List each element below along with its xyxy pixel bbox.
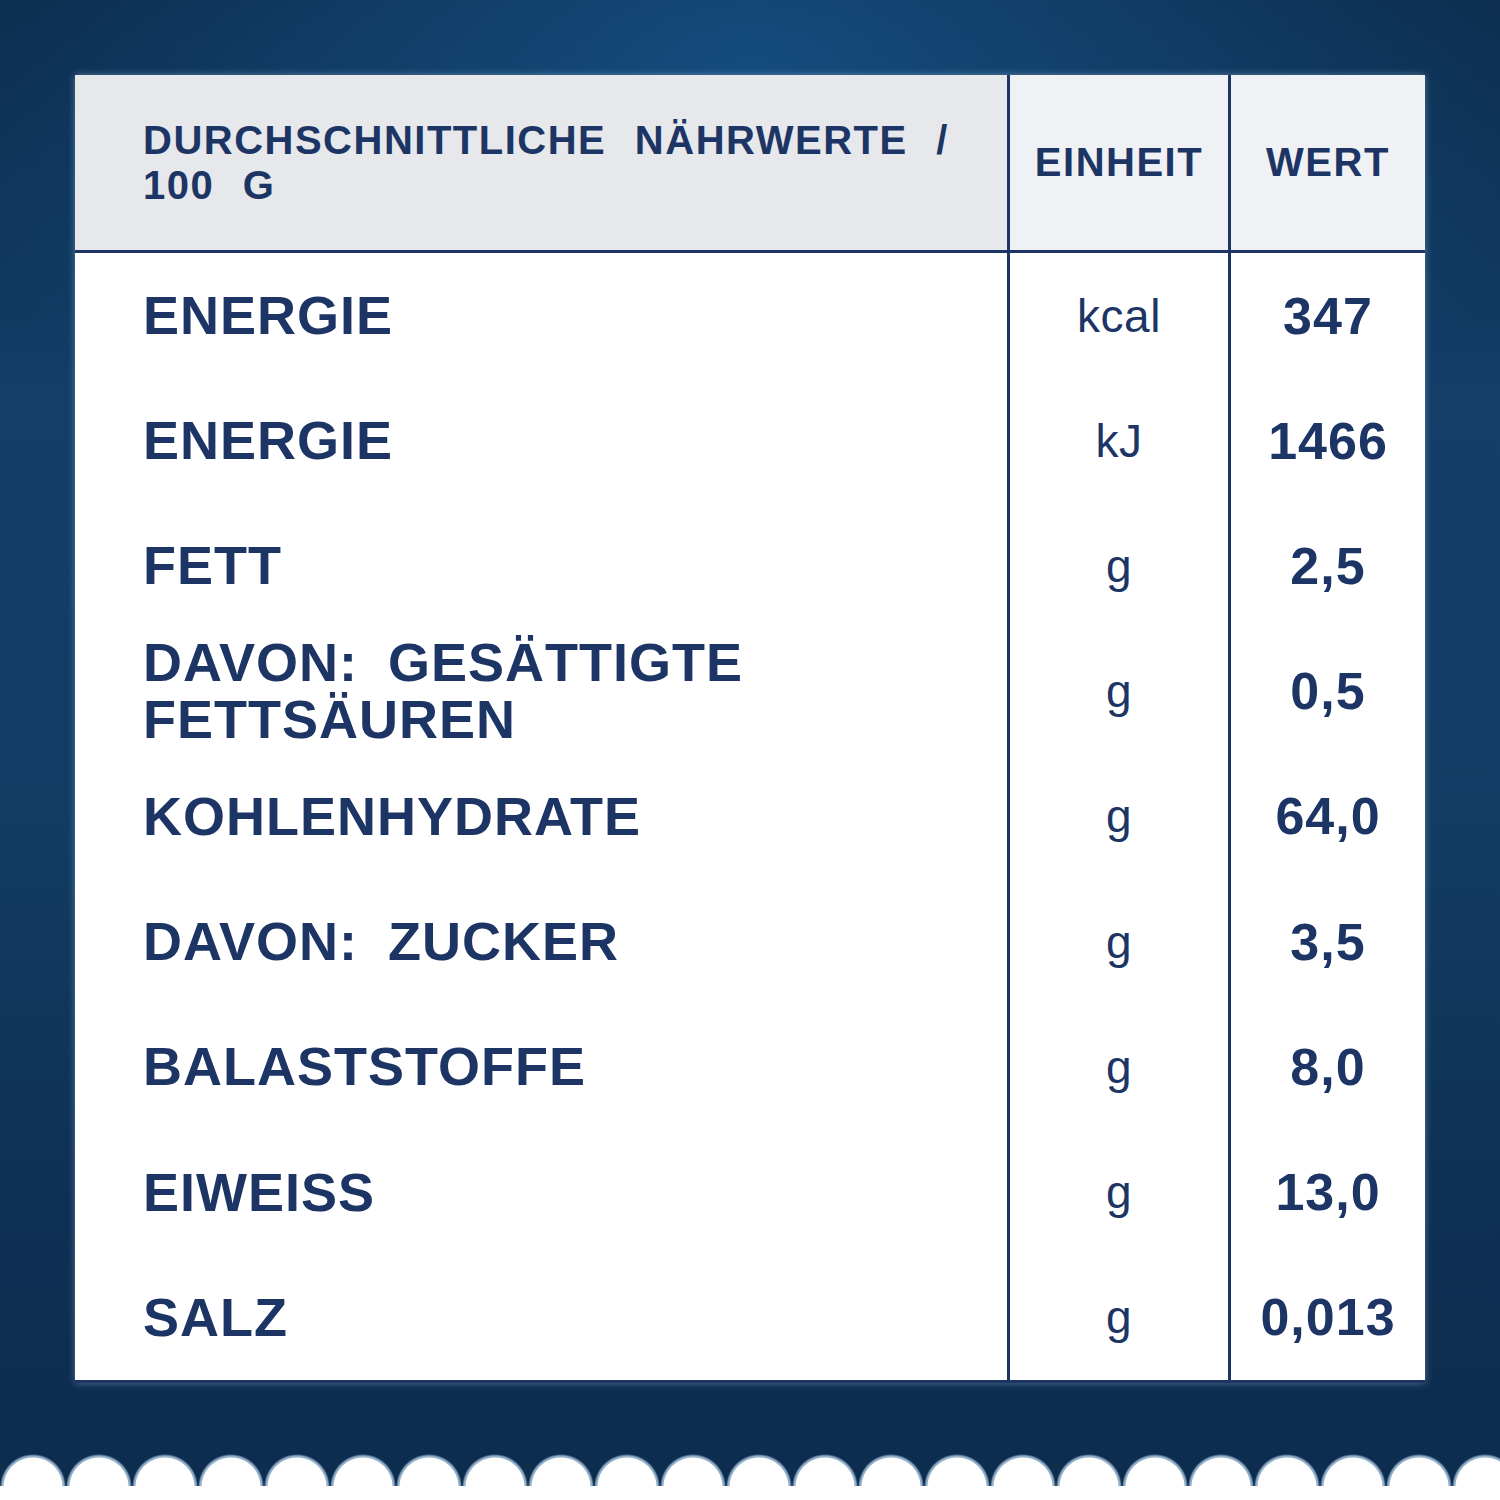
product-label-background: DURCHSCHNITTLICHE NÄHRWERTE / 100 G EINH… — [0, 0, 1500, 1500]
nutrient-unit: g — [1106, 789, 1132, 843]
nutrient-label: KOHLENHYDRATE — [143, 788, 641, 845]
nutrient-label: ENERGIE — [143, 287, 393, 344]
nutrient-label: ENERGIE — [143, 412, 393, 469]
header-einheit-label: EINHEIT — [1035, 140, 1203, 185]
header-einheit: EINHEIT — [1007, 75, 1228, 253]
nutrient-value: 347 — [1283, 286, 1373, 346]
row-fett-label-cell: FETT — [75, 503, 1007, 628]
row-eiweiss-value-cell: 13,0 — [1228, 1130, 1425, 1255]
row-gesaettigte-fettsaeuren-label-cell: DAVON: GESÄTTIGTE FETTSÄUREN — [75, 629, 1007, 754]
nutrient-label: BALASTSTOFFE — [143, 1038, 586, 1095]
nutrient-unit: g — [1106, 1165, 1132, 1219]
nutrient-unit: kJ — [1096, 414, 1143, 468]
nutrient-value: 2,5 — [1290, 536, 1365, 596]
row-energie-kcal-value-cell: 347 — [1228, 253, 1425, 378]
nutrient-label: DAVON: ZUCKER — [143, 913, 619, 970]
row-energie-kj-unit-cell: kJ — [1007, 378, 1228, 503]
header-nutrients: DURCHSCHNITTLICHE NÄHRWERTE / 100 G — [75, 75, 1007, 253]
row-energie-kcal-label-cell: ENERGIE — [75, 253, 1007, 378]
row-energie-kj-label-cell: ENERGIE — [75, 378, 1007, 503]
nutrient-unit: g — [1106, 664, 1132, 718]
nutrient-label: EIWEISS — [143, 1164, 375, 1221]
row-zucker-value-cell: 3,5 — [1228, 879, 1425, 1004]
row-eiweiss-unit-cell: g — [1007, 1130, 1228, 1255]
nutrient-value: 8,0 — [1290, 1037, 1365, 1097]
header-wert: WERT — [1228, 75, 1425, 253]
row-energie-kcal-unit-cell: kcal — [1007, 253, 1228, 378]
nutrient-label: SALZ — [143, 1289, 288, 1346]
receipt-scallop-edge — [0, 1440, 1500, 1487]
row-kohlenhydrate-value-cell: 64,0 — [1228, 754, 1425, 879]
header-nutrients-label: DURCHSCHNITTLICHE NÄHRWERTE / 100 G — [143, 118, 971, 208]
nutrient-unit: g — [1106, 1040, 1132, 1094]
nutrient-value: 1466 — [1268, 411, 1388, 471]
row-fett-value-cell: 2,5 — [1228, 503, 1425, 628]
row-energie-kj-value-cell: 1466 — [1228, 378, 1425, 503]
row-salz-label-cell: SALZ — [75, 1255, 1007, 1380]
row-eiweiss-label-cell: EIWEISS — [75, 1130, 1007, 1255]
nutrient-unit: g — [1106, 539, 1132, 593]
row-zucker-unit-cell: g — [1007, 879, 1228, 1004]
nutrient-value: 0,013 — [1260, 1287, 1395, 1347]
nutrition-table: DURCHSCHNITTLICHE NÄHRWERTE / 100 G EINH… — [75, 75, 1425, 1383]
nutrient-label: FETT — [143, 537, 282, 594]
row-zucker-label-cell: DAVON: ZUCKER — [75, 879, 1007, 1004]
row-kohlenhydrate-unit-cell: g — [1007, 754, 1228, 879]
row-balaststoffe-value-cell: 8,0 — [1228, 1004, 1425, 1129]
row-gesaettigte-fettsaeuren-unit-cell: g — [1007, 629, 1228, 754]
header-wert-label: WERT — [1266, 140, 1390, 185]
row-salz-unit-cell: g — [1007, 1255, 1228, 1380]
row-balaststoffe-unit-cell: g — [1007, 1004, 1228, 1129]
row-balaststoffe-label-cell: BALASTSTOFFE — [75, 1004, 1007, 1129]
nutrient-unit: g — [1106, 915, 1132, 969]
row-salz-value-cell: 0,013 — [1228, 1255, 1425, 1380]
nutrient-value: 13,0 — [1275, 1162, 1380, 1222]
nutrient-value: 64,0 — [1275, 786, 1380, 846]
row-kohlenhydrate-label-cell: KOHLENHYDRATE — [75, 754, 1007, 879]
receipt-edge-base — [0, 1486, 1500, 1500]
nutrient-unit: kcal — [1077, 289, 1161, 343]
nutrient-unit: g — [1106, 1290, 1132, 1344]
row-fett-unit-cell: g — [1007, 503, 1228, 628]
row-gesaettigte-fettsaeuren-value-cell: 0,5 — [1228, 629, 1425, 754]
nutrient-label: DAVON: GESÄTTIGTE FETTSÄUREN — [143, 634, 971, 748]
nutrient-value: 3,5 — [1290, 912, 1365, 972]
nutrient-value: 0,5 — [1290, 661, 1365, 721]
